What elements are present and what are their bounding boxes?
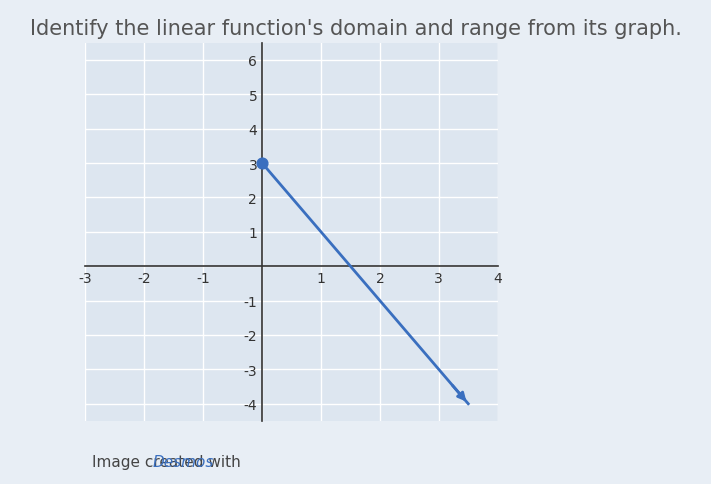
Text: Image created with: Image created with xyxy=(92,454,246,469)
Text: Desmos: Desmos xyxy=(153,454,214,469)
Point xyxy=(257,160,268,167)
Text: Identify the linear function's domain and range from its graph.: Identify the linear function's domain an… xyxy=(30,19,681,39)
